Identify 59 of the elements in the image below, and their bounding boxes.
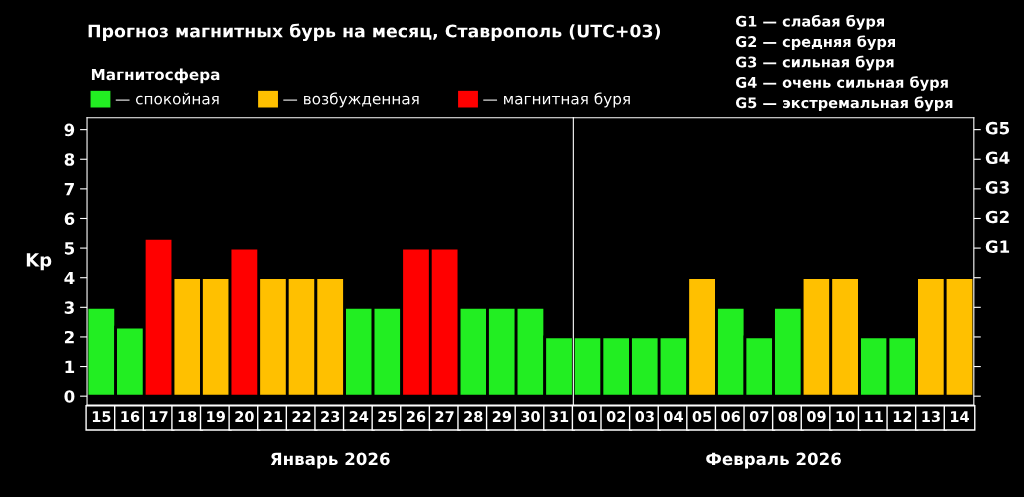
text: G3 — сильная буря [735,55,894,71]
x-tick-label: 26 [407,411,426,423]
x-axis-title: Январь 2026 [270,452,390,469]
x-axis-title: Февраль 2026 [706,452,841,469]
x-tick-label: 24 [349,411,369,422]
x-tick-label: 09 [807,411,826,423]
text: G3 [985,181,1009,194]
legend-title: Магнитосфера [91,68,220,84]
text: G1 — слабая буря [735,15,885,30]
y-tick-label: 6 [64,212,75,226]
text: G1 [985,240,1010,253]
text: G2 — средняя буря [735,35,896,51]
x-tick-label: 12 [893,411,912,422]
x-tick-label: 08 [778,411,798,423]
x-tick-label: 16 [121,411,140,423]
x-tick-label: 19 [207,411,225,423]
x-tick-label: 13 [922,411,940,423]
x-tick-label: 01 [578,411,597,423]
x-tick-label: 30 [521,411,540,423]
y-tick-label: 2 [64,330,74,344]
y-tick-label: 1 [65,360,75,373]
y-axis-title: Kp [26,253,52,271]
y-tick-label: 7 [64,183,74,196]
x-tick-label: 25 [378,411,397,423]
x-tick-label: 04 [664,411,683,423]
x-tick-label: 06 [721,411,741,423]
chart-title: Прогноз магнитных бурь на месяц, Ставрополь (UTC+03) [88,23,661,42]
y-tick-label: 9 [64,123,75,137]
y-tick-label: 3 [64,301,74,314]
x-tick-label: 21 [263,411,283,422]
x-tick-label: 28 [464,411,483,423]
text: G5 — экстремальная буря [735,96,953,112]
x-tick-label: 05 [692,411,712,423]
y-tick-label: 4 [64,271,75,285]
x-tick-label: 27 [435,411,454,422]
text: G2 [985,210,1009,224]
x-tick-label: 10 [836,411,855,423]
x-tick-label: 02 [606,411,626,423]
y-tick-label: 8 [64,153,75,166]
text: G5 [985,121,1010,135]
text: G4 [985,151,1010,165]
x-tick-label: 14 [951,411,969,422]
legend-label: — возбужденная [283,92,419,108]
x-tick-label: 22 [292,411,311,422]
x-tick-label: 20 [235,411,254,423]
legend-label: — спокойная [115,92,219,105]
x-tick-label: 29 [492,411,512,423]
x-tick-label: 03 [635,411,654,423]
legend-label: — магнитная буря [483,92,630,108]
x-tick-label: 18 [178,411,197,423]
text: G4 — очень сильная буря [735,76,948,91]
x-tick-label: 17 [150,411,168,422]
y-tick-label: 0 [64,390,75,403]
y-tick-label: 5 [64,242,75,255]
x-tick-label: 07 [749,411,769,423]
x-tick-label: 31 [549,411,569,423]
x-tick-label: 23 [321,411,340,423]
x-tick-label: 11 [865,411,883,422]
x-tick-label: 15 [92,411,111,423]
